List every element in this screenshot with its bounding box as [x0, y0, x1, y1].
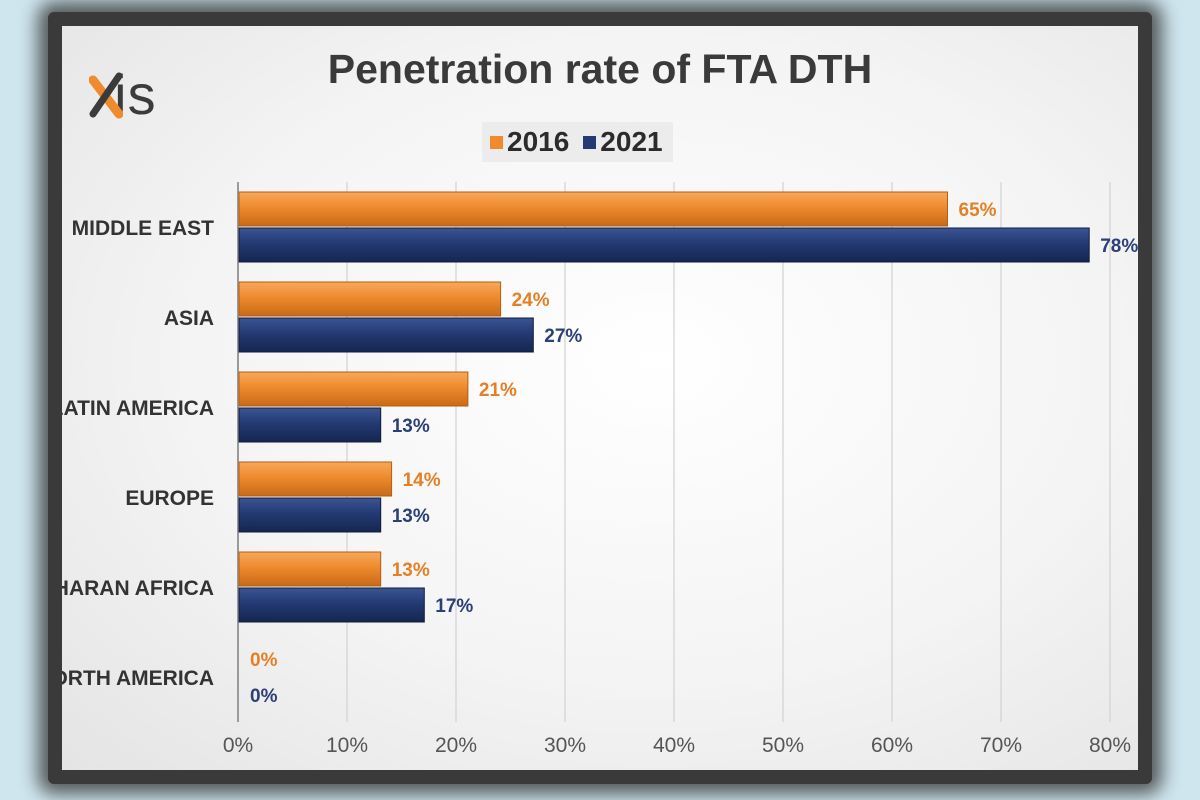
bar-2021-asia — [238, 317, 534, 353]
data-label-2021-north-america: 0% — [250, 686, 278, 707]
category-label-latin-america: LATIN AMERICA — [62, 397, 214, 420]
data-label-2021-latin-america: 13% — [392, 416, 430, 437]
category-label-europe: EUROPE — [125, 487, 214, 510]
legend-swatch-2016 — [490, 135, 503, 149]
bar-2016-europe — [238, 461, 393, 497]
bar-2016-latin-america — [238, 371, 469, 407]
data-label-2021-sub-saharan-africa: 17% — [435, 596, 473, 617]
legend: 2016 2021 — [482, 122, 673, 162]
data-label-2021-middle-east: 78% — [1100, 236, 1138, 257]
label-layer: 0% 10% 20% 30% 40% 50% 60% 70% 80% MIDDLE EAST 65%… — [62, 200, 1138, 757]
grid-layer — [237, 182, 1111, 722]
category-label-asia: ASIA — [164, 307, 214, 330]
category-label-north-america: NORTH AMERICA — [62, 667, 214, 690]
x-tick-label-80: 80% — [1089, 734, 1131, 757]
data-label-2016-north-america: 0% — [250, 650, 278, 671]
data-label-2021-europe: 13% — [392, 506, 430, 527]
bar-2016-sub-saharan-africa — [238, 551, 382, 587]
category-label-sub-saharan-africa: SUB-SAHARAN AFRICA — [62, 577, 214, 600]
x-tick-label-60: 60% — [871, 734, 913, 757]
bar-2016-asia — [238, 281, 502, 317]
x-tick-label-70: 70% — [980, 734, 1022, 757]
data-label-2016-asia: 24% — [512, 290, 550, 311]
legend-item-2016: 2016 — [490, 126, 569, 158]
data-label-2021-asia: 27% — [544, 326, 582, 347]
bar-layer — [238, 191, 1090, 623]
x-tick-label-10: 10% — [326, 734, 368, 757]
bar-chart: 0% 10% 20% 30% 40% 50% 60% 70% 80% MIDDLE EAST 65%… — [62, 182, 1138, 757]
x-tick-label-40: 40% — [653, 734, 695, 757]
x-tick-label-20: 20% — [435, 734, 477, 757]
x-tick-label-30: 30% — [544, 734, 586, 757]
data-label-2016-latin-america: 21% — [479, 380, 517, 401]
legend-label-2021: 2021 — [600, 126, 663, 157]
logo-x-mark — [89, 72, 123, 119]
legend-label-2016: 2016 — [507, 126, 570, 157]
bar-2021-middle-east — [238, 227, 1090, 263]
data-label-2016-sub-saharan-africa: 13% — [392, 560, 430, 581]
slide: ais Penetration rate of FTA DTH 2016 202… — [62, 26, 1138, 770]
data-label-2016-middle-east: 65% — [959, 200, 997, 221]
data-label-2016-europe: 14% — [403, 470, 441, 491]
bar-2021-europe — [238, 497, 382, 533]
bar-2021-latin-america — [238, 407, 382, 443]
chart-title: Penetration rate of FTA DTH — [327, 46, 873, 92]
legend-item-2021: 2021 — [583, 126, 663, 158]
bar-2021-sub-saharan-africa — [238, 587, 425, 623]
x-tick-label-50: 50% — [762, 734, 804, 757]
x-tick-label-0: 0% — [223, 734, 253, 757]
bar-2016-middle-east — [238, 191, 948, 227]
category-label-middle-east: MIDDLE EAST — [72, 217, 215, 240]
legend-swatch-2021 — [583, 135, 597, 149]
axis-logo: ais — [62, 60, 196, 130]
